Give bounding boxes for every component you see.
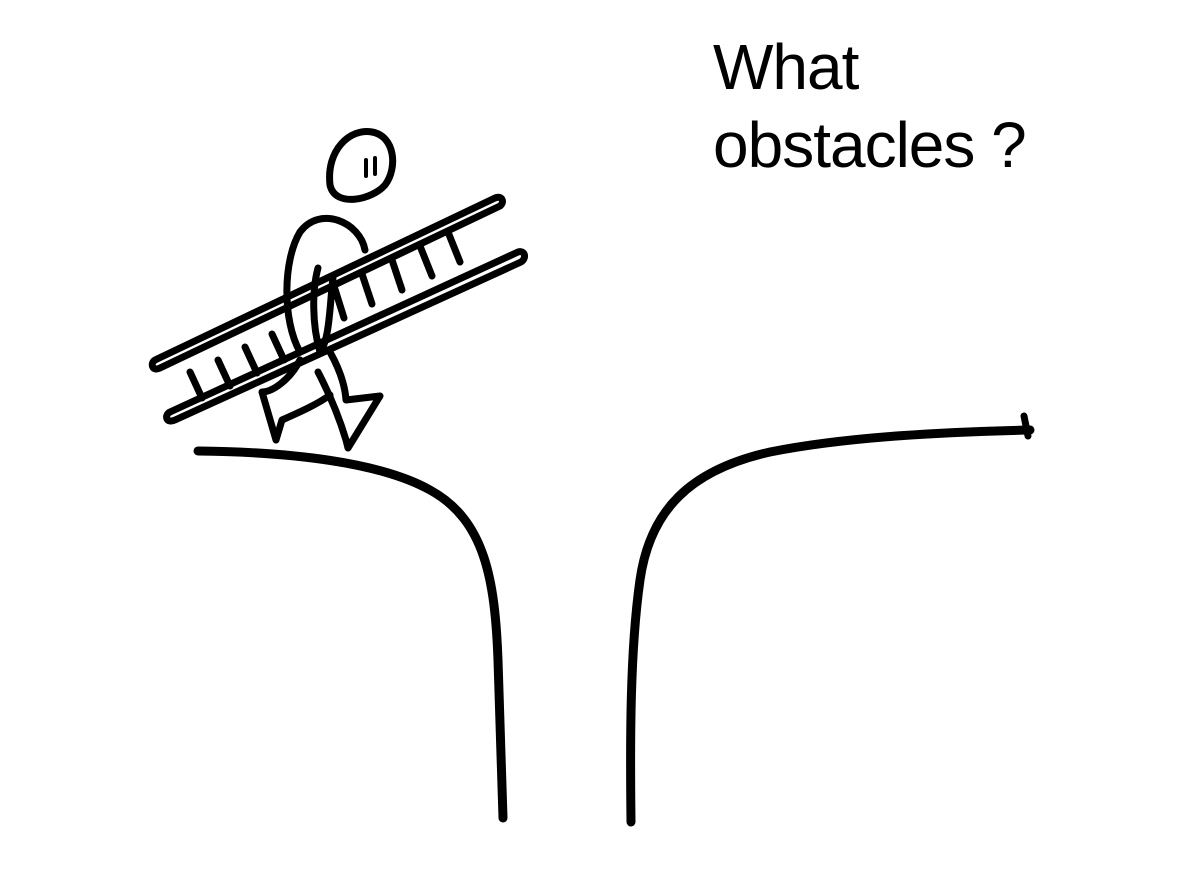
ladder-rail-top [148, 193, 506, 373]
ladder-rung-6 [358, 270, 376, 308]
ladder-rung-4 [268, 330, 288, 364]
ladder-rung-7 [388, 256, 406, 294]
ladder-rung-8 [416, 242, 436, 280]
caption-question: What obstacles ? [713, 28, 1133, 184]
figure-front-leg [314, 348, 384, 452]
figure-back-leg [258, 356, 334, 444]
caption-line-2: obstacles ? [713, 109, 1027, 181]
ladder-rung-2 [214, 356, 234, 390]
figure-arm [310, 264, 337, 356]
stick-figure-carrying-ladder-icon [148, 128, 529, 452]
right-cliff-edge [626, 425, 1035, 827]
left-cliff-edge [193, 446, 508, 823]
ladder-rung-9 [444, 228, 464, 266]
caption-line-1: What [713, 31, 859, 103]
ladder-rail-bottom [163, 248, 529, 425]
right-cliff-tick [1020, 412, 1032, 440]
ladder [148, 193, 529, 425]
figure-head [326, 128, 397, 203]
ladder-rung-1 [186, 368, 206, 402]
ladder-rung-3 [241, 343, 261, 377]
ladder-rung-5 [330, 282, 348, 322]
figure-torso [283, 214, 369, 356]
